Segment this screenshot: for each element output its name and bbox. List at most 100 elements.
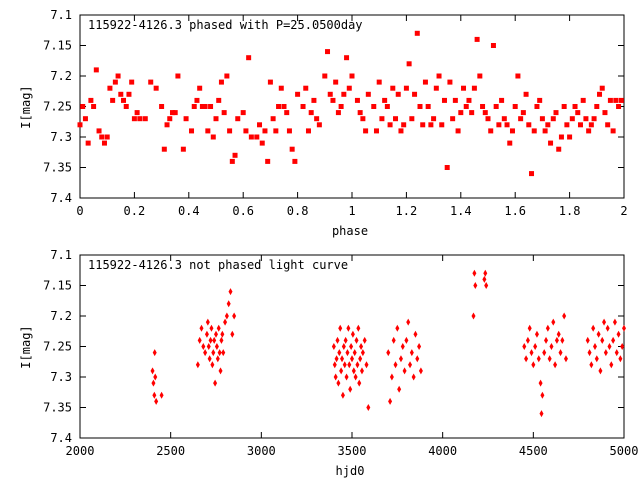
phased-data-point (137, 116, 143, 122)
phased-data-point (254, 134, 260, 140)
raw-data-point (622, 324, 626, 332)
phased-data-point (240, 110, 246, 116)
raw-data-point (400, 343, 405, 350)
raw-data-point (339, 367, 344, 375)
raw-data-point (540, 391, 545, 399)
phased-data-point (118, 91, 124, 97)
phased-data-point (224, 73, 230, 79)
raw-x-tick-label: 4000 (428, 444, 457, 458)
phased-data-point (384, 104, 390, 109)
phased-data-points (77, 30, 624, 177)
raw-data-point (524, 355, 529, 363)
raw-data-point (534, 330, 539, 338)
phased-data-point (564, 122, 570, 128)
raw-data-point (398, 355, 403, 363)
raw-x-ticks: 2000 2500 3000 3500 4000 4500 5000 (66, 255, 638, 458)
phased-data-point (330, 97, 336, 103)
phased-data-point (553, 110, 559, 116)
phased-data-point (349, 73, 355, 79)
raw-x-tick-label: 3500 (338, 444, 367, 458)
phased-data-point (85, 140, 91, 146)
phased-data-point (123, 104, 129, 109)
phased-data-point (556, 146, 562, 152)
phased-data-point (159, 104, 165, 109)
phased-data-point (180, 146, 186, 152)
phased-y-tick-label: 7.4 (50, 191, 72, 205)
raw-data-point (355, 361, 360, 369)
phased-data-point (99, 134, 105, 140)
phased-data-point (218, 79, 224, 85)
raw-data-point (471, 312, 476, 320)
raw-data-point (212, 336, 217, 344)
phased-data-point (431, 116, 437, 122)
raw-data-point (366, 404, 371, 411)
raw-data-point (545, 324, 550, 332)
phased-data-point (534, 104, 540, 109)
raw-y-axis-label: I[mag] (19, 325, 33, 368)
raw-data-point (591, 324, 596, 332)
phased-data-point (558, 134, 564, 140)
raw-data-point (605, 324, 610, 332)
raw-data-point (207, 355, 212, 363)
phased-data-point (191, 104, 197, 109)
phased-data-point (327, 91, 333, 97)
phased-data-point (371, 104, 377, 109)
raw-data-point (354, 336, 359, 344)
phased-data-point (393, 116, 399, 122)
phased-data-point (360, 116, 366, 122)
raw-data-point (409, 349, 414, 357)
phased-data-point (488, 128, 494, 134)
raw-data-point (204, 330, 209, 338)
phased-data-point (509, 128, 515, 134)
phased-data-point (354, 97, 360, 103)
phased-y-axis-label: I[mag] (19, 85, 33, 128)
phased-data-point (210, 134, 216, 140)
phased-data-point (512, 104, 518, 109)
phased-data-point (344, 55, 350, 61)
raw-data-point (217, 349, 222, 357)
phased-y-tick-label: 7.2 (50, 69, 72, 83)
raw-data-point (404, 336, 409, 344)
phased-x-ticks: 0 0.2 0.4 0.6 0.8 1 1.2 1.4 1.6 1.8 2 (76, 15, 628, 218)
phased-data-point (107, 85, 113, 91)
phased-data-point (572, 104, 578, 109)
phased-data-point (284, 110, 290, 116)
phased-chart: 0 0.2 0.4 0.6 0.8 1 1.2 1.4 1.6 1.8 2 7.17.157.27.… (19, 8, 628, 238)
phased-data-point (229, 158, 235, 164)
phased-data-point (588, 122, 594, 128)
phased-data-point (216, 97, 222, 103)
phased-data-point (493, 104, 499, 109)
raw-data-point (205, 318, 210, 326)
phased-data-point (616, 104, 622, 109)
raw-x-tick-label: 4500 (519, 444, 548, 458)
phased-data-point (458, 110, 464, 116)
phased-data-point (134, 110, 140, 116)
phased-data-point (205, 128, 211, 134)
raw-data-point (596, 330, 601, 338)
phased-data-point (545, 122, 551, 128)
raw-data-point (348, 385, 353, 393)
raw-data-point (562, 312, 567, 320)
raw-data-point (208, 336, 213, 344)
phased-data-point (561, 104, 567, 109)
raw-data-point (209, 324, 214, 332)
phased-data-point (580, 97, 586, 103)
raw-data-point (413, 330, 418, 338)
raw-data-point (544, 336, 549, 344)
raw-data-point (359, 367, 364, 375)
raw-data-point (594, 355, 599, 363)
phased-data-point (202, 104, 208, 109)
raw-data-point (215, 355, 220, 363)
raw-data-point (340, 355, 345, 363)
phased-data-point (414, 30, 420, 36)
raw-data-point (551, 318, 556, 326)
phased-data-point (403, 85, 409, 91)
raw-y-tick-label: 7.1 (50, 248, 72, 262)
raw-data-point (230, 330, 235, 338)
raw-data-point (587, 349, 592, 357)
phased-data-point (577, 122, 583, 128)
phased-data-point (496, 122, 502, 128)
phased-data-point (550, 116, 556, 122)
raw-data-point (554, 336, 559, 344)
raw-data-point (618, 355, 623, 363)
